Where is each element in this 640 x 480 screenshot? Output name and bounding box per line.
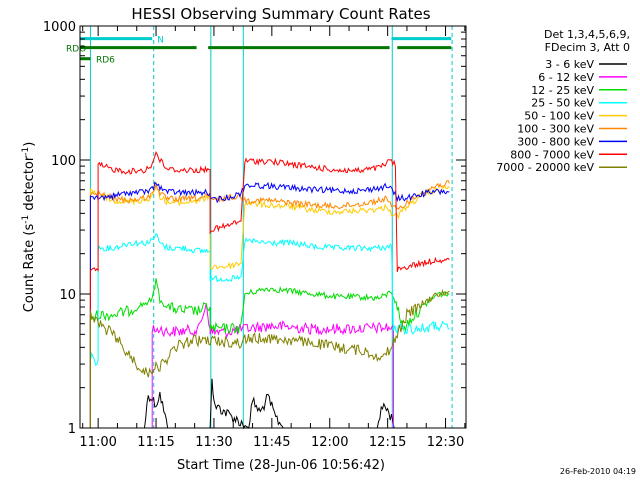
legend-label: 25 - 50 keV: [531, 97, 594, 110]
x-tick-label: 12:15: [369, 435, 406, 450]
legend-header-line: Det 1,3,4,5,6,9,: [544, 28, 630, 41]
series-line: [89, 289, 450, 428]
plot-frame: [79, 25, 467, 429]
plot-area: RDO RD6 N 1 10 100 1000 11:00 11:15 11:30 11:45 12:…: [43, 20, 467, 450]
x-tick-label: 12:00: [311, 435, 348, 450]
legend-label: 800 - 7000 keV: [510, 148, 594, 161]
legend-label: 3 - 6 keV: [545, 58, 594, 71]
legend-label: 300 - 800 keV: [517, 135, 594, 148]
x-tick-label: 11:00: [79, 435, 116, 450]
legend-label: 7000 - 20000 keV: [496, 161, 594, 174]
legend-label: 6 - 12 keV: [538, 71, 594, 84]
generation-timestamp: 26-Feb-2010 04:19: [560, 467, 636, 476]
x-tick-label: 11:45: [253, 435, 290, 450]
y-axis-label-part: ): [22, 142, 37, 147]
y-tick-label: 1000: [43, 20, 76, 35]
x-tick-label: 11:30: [195, 435, 232, 450]
y-tick-label: 100: [51, 154, 76, 169]
y-axis-label-sup: -1: [21, 147, 31, 156]
series-line: [89, 232, 450, 428]
legend-header-line: FDecim 3, Att 0: [545, 41, 630, 54]
state-label-rd6: RD6: [96, 56, 115, 66]
series-line: [90, 303, 407, 429]
state-label-n: N: [157, 36, 164, 46]
legend-label: 100 - 300 keV: [517, 123, 594, 136]
y-axis-label-part: detector: [22, 155, 37, 215]
legend: Det 1,3,4,5,6,9, FDecim 3, Att 0 3 - 6 k…: [496, 28, 630, 174]
state-label-rdo: RDO: [66, 45, 86, 55]
y-axis-label: Count Rate (s-1 detector-1): [21, 142, 37, 313]
x-tick-label: 12:30: [427, 435, 464, 450]
legend-label: 12 - 25 keV: [531, 84, 594, 97]
series-line: [89, 181, 450, 428]
series-line: [89, 151, 450, 428]
y-axis-label-sup: -1: [21, 215, 31, 224]
series-line: [89, 278, 450, 428]
x-axis-label: Start Time (28-Jun-06 10:56:42): [177, 458, 385, 473]
y-axis-label-part: Count Rate (s: [22, 224, 37, 313]
series-line: [89, 181, 450, 428]
y-tick-label: 10: [59, 288, 76, 303]
series-line: [89, 180, 450, 428]
y-tick-label: 1: [68, 422, 76, 437]
legend-label: 50 - 100 keV: [524, 110, 594, 123]
chart-title: HESSI Observing Summary Count Rates: [131, 5, 430, 23]
x-tick-label: 11:15: [137, 435, 174, 450]
